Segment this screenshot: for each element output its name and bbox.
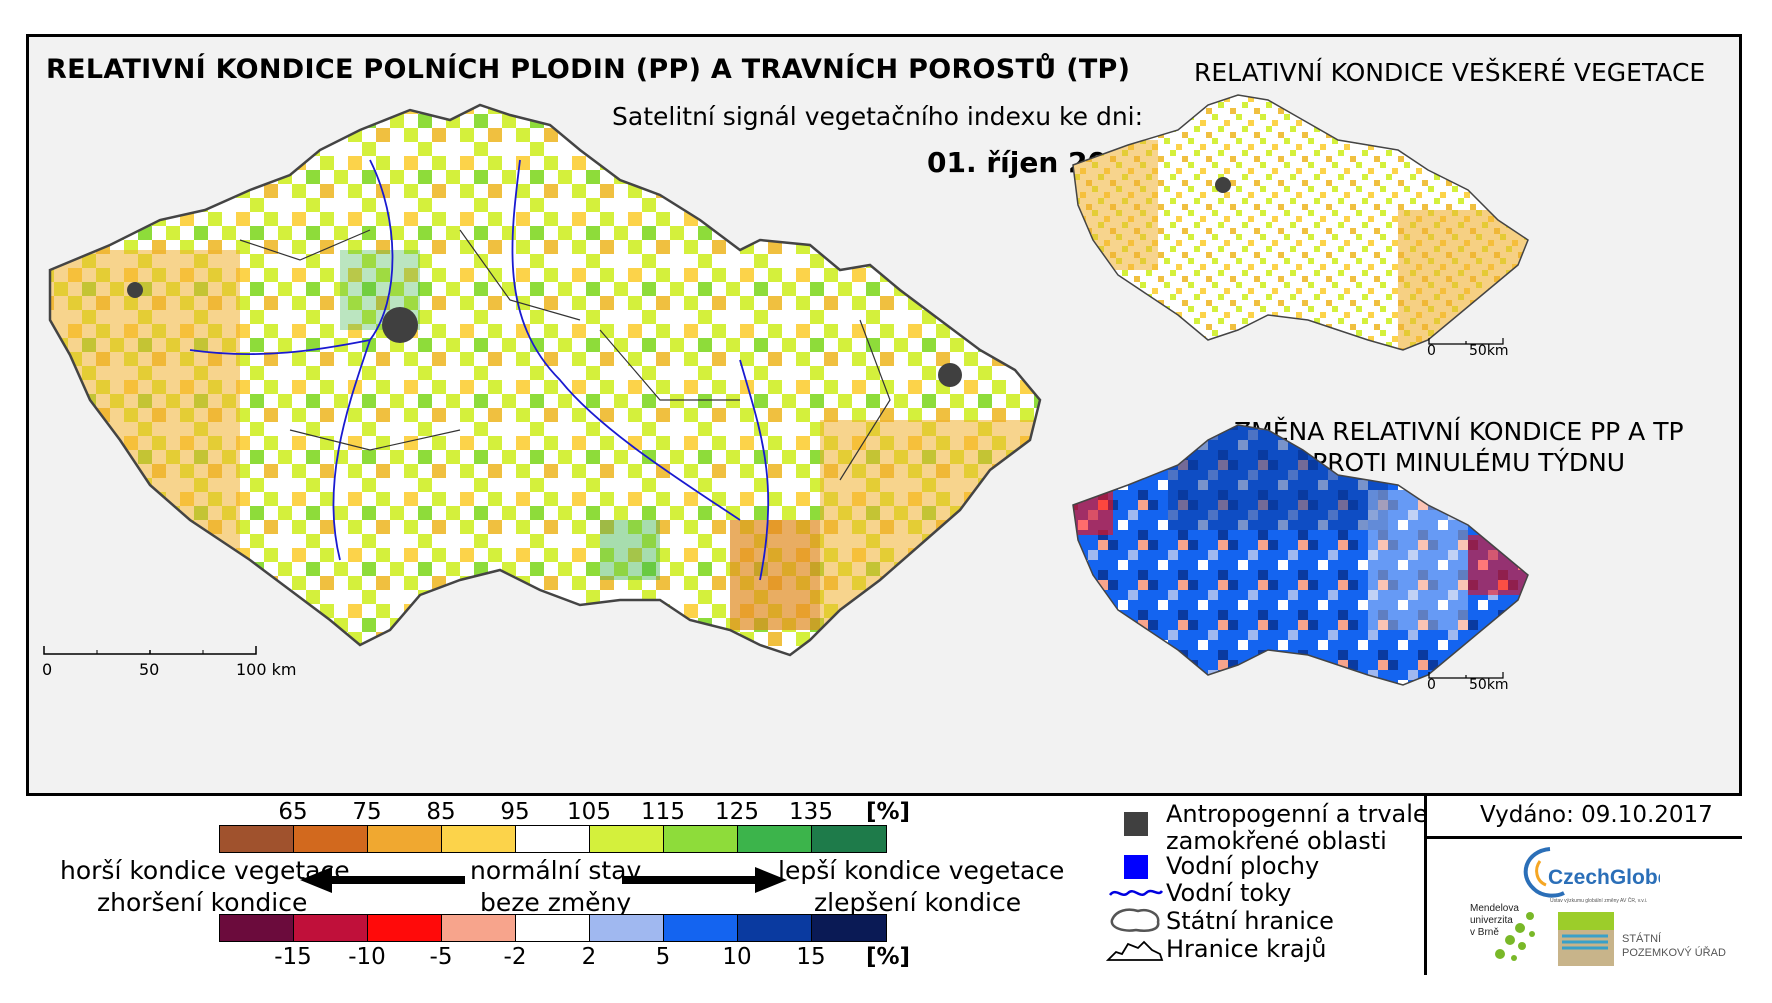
- condition-swatch: [368, 826, 442, 852]
- mendel-logo-text: Mendelova univerzita v Brně: [1470, 903, 1519, 939]
- cond-tick: 125: [715, 799, 759, 825]
- normal-label-2: beze změny: [480, 888, 632, 917]
- arrow-right-icon: [622, 867, 787, 893]
- cond-tick: 75: [352, 799, 382, 825]
- condition-colorbar: [219, 825, 887, 853]
- cond-tick: 135: [789, 799, 833, 825]
- worse-label-2: zhoršení kondice: [97, 888, 308, 917]
- condition-swatch: [812, 826, 886, 852]
- condition-swatch: [738, 826, 812, 852]
- river-line-icon: [1109, 889, 1164, 896]
- mendel-line-3: v Brně: [1470, 927, 1499, 938]
- czechglobe-logo: CzechGlobe Ústav výzkumu globální změny …: [1523, 847, 1660, 904]
- small-scale-top-50: 50km: [1469, 343, 1509, 359]
- water-body-swatch: [1124, 855, 1148, 879]
- small-scale-bottom-50: 50km: [1469, 677, 1509, 693]
- mendel-dots-icon: [1495, 912, 1535, 961]
- cond-tick: 95: [500, 799, 530, 825]
- normal-label: normální stav: [470, 856, 642, 885]
- spu-logo-icon: [1558, 912, 1614, 966]
- small-scale-bar-top: [1428, 338, 1504, 345]
- cond-tick: 105: [567, 799, 611, 825]
- change-tick: 5: [655, 944, 671, 970]
- main-title: RELATIVNÍ KONDICE POLNÍCH PLODIN (PP) A …: [46, 54, 1131, 85]
- main-scale-bar: [43, 646, 257, 655]
- change-swatch: [590, 915, 664, 941]
- anthropogenic-swatch: [1124, 812, 1148, 836]
- anthropogenic-label: Antropogenní a trvale zamokřené oblasti: [1166, 801, 1428, 855]
- change-swatch: [664, 915, 738, 941]
- water-body-label: Vodní plochy: [1166, 852, 1320, 880]
- change-swatch: [442, 915, 516, 941]
- arrow-left-icon: [300, 867, 465, 893]
- state-border-label: Státní hranice: [1166, 907, 1334, 935]
- change-swatch: [812, 915, 886, 941]
- issued-divider: [1424, 836, 1742, 839]
- state-border-icon: [1110, 908, 1160, 932]
- condition-swatch: [664, 826, 738, 852]
- change-unit: [%]: [866, 944, 911, 970]
- change-tick: 2: [581, 944, 597, 970]
- condition-swatch: [590, 826, 664, 852]
- right-bottom-title-line1: ZMĚNA RELATIVNÍ KONDICE PP A TP: [1234, 417, 1684, 446]
- cond-tick: 115: [641, 799, 685, 825]
- change-tick: -10: [348, 944, 386, 970]
- condition-swatch: [294, 826, 368, 852]
- czechglobe-logo-subtext: Ústav výzkumu globální změny AV ČR, v.v.…: [1550, 897, 1647, 904]
- mendel-line-1: Mendelova: [1470, 903, 1519, 914]
- small-scale-top-0: 0: [1427, 343, 1436, 359]
- vegetation-condition-map: [1072, 94, 1529, 351]
- small-scale-bar-bottom: [1428, 672, 1504, 679]
- right-top-title: RELATIVNÍ KONDICE VEŠKERÉ VEGETACE: [1194, 58, 1706, 87]
- better-label-2: zlepšení kondice: [814, 888, 1022, 917]
- mendel-line-2: univerzita: [1470, 915, 1513, 926]
- anthropogenic-label-2: zamokřené oblasti: [1166, 827, 1387, 855]
- rivers-label: Vodní toky: [1166, 879, 1292, 907]
- small-scale-bottom-0: 0: [1427, 677, 1436, 693]
- main-condition-map: [48, 103, 1042, 657]
- spu-logo-text: STÁTNÍ POZEMKOVÝ ÚŘAD: [1622, 932, 1726, 960]
- right-bottom-title-line2: OPROTI MINULÉMU TÝDNU: [1292, 448, 1626, 477]
- change-swatch: [294, 915, 368, 941]
- region-border-label: Hranice krajů: [1166, 935, 1327, 963]
- change-colorbar: [219, 914, 887, 942]
- cond-tick: 65: [278, 799, 308, 825]
- anthropogenic-label-1: Antropogenní a trvale: [1166, 800, 1428, 828]
- main-scale-0: 0: [42, 660, 53, 679]
- change-tick: 10: [722, 944, 752, 970]
- change-tick: -2: [503, 944, 527, 970]
- legend-divider: [1424, 793, 1427, 975]
- change-swatch: [220, 915, 294, 941]
- condition-swatch: [442, 826, 516, 852]
- cond-tick: 85: [426, 799, 456, 825]
- change-swatch: [516, 915, 590, 941]
- right-bottom-title: ZMĚNA RELATIVNÍ KONDICE PP A TP OPROTI M…: [1234, 416, 1684, 478]
- main-scale-100: 100 km: [236, 660, 297, 679]
- condition-swatch: [516, 826, 590, 852]
- issued-date: Vydáno: 09.10.2017: [1480, 802, 1713, 828]
- change-swatch: [738, 915, 812, 941]
- change-tick: -5: [429, 944, 453, 970]
- better-label: lepší kondice vegetace: [778, 856, 1065, 885]
- subtitle: Satelitní signál vegetačního indexu ke d…: [612, 102, 1144, 131]
- condition-swatch: [220, 826, 294, 852]
- spu-line-2: POZEMKOVÝ ÚŘAD: [1622, 947, 1726, 959]
- main-scale-50: 50: [139, 660, 160, 679]
- czechglobe-logo-text: CzechGlobe: [1548, 866, 1660, 889]
- spu-line-1: STÁTNÍ: [1622, 933, 1662, 945]
- cond-unit: [%]: [866, 799, 911, 825]
- change-tick: -15: [274, 944, 312, 970]
- change-swatch: [368, 915, 442, 941]
- change-condition-map: [1072, 424, 1529, 686]
- region-border-icon: [1106, 940, 1164, 961]
- change-tick: 15: [796, 944, 826, 970]
